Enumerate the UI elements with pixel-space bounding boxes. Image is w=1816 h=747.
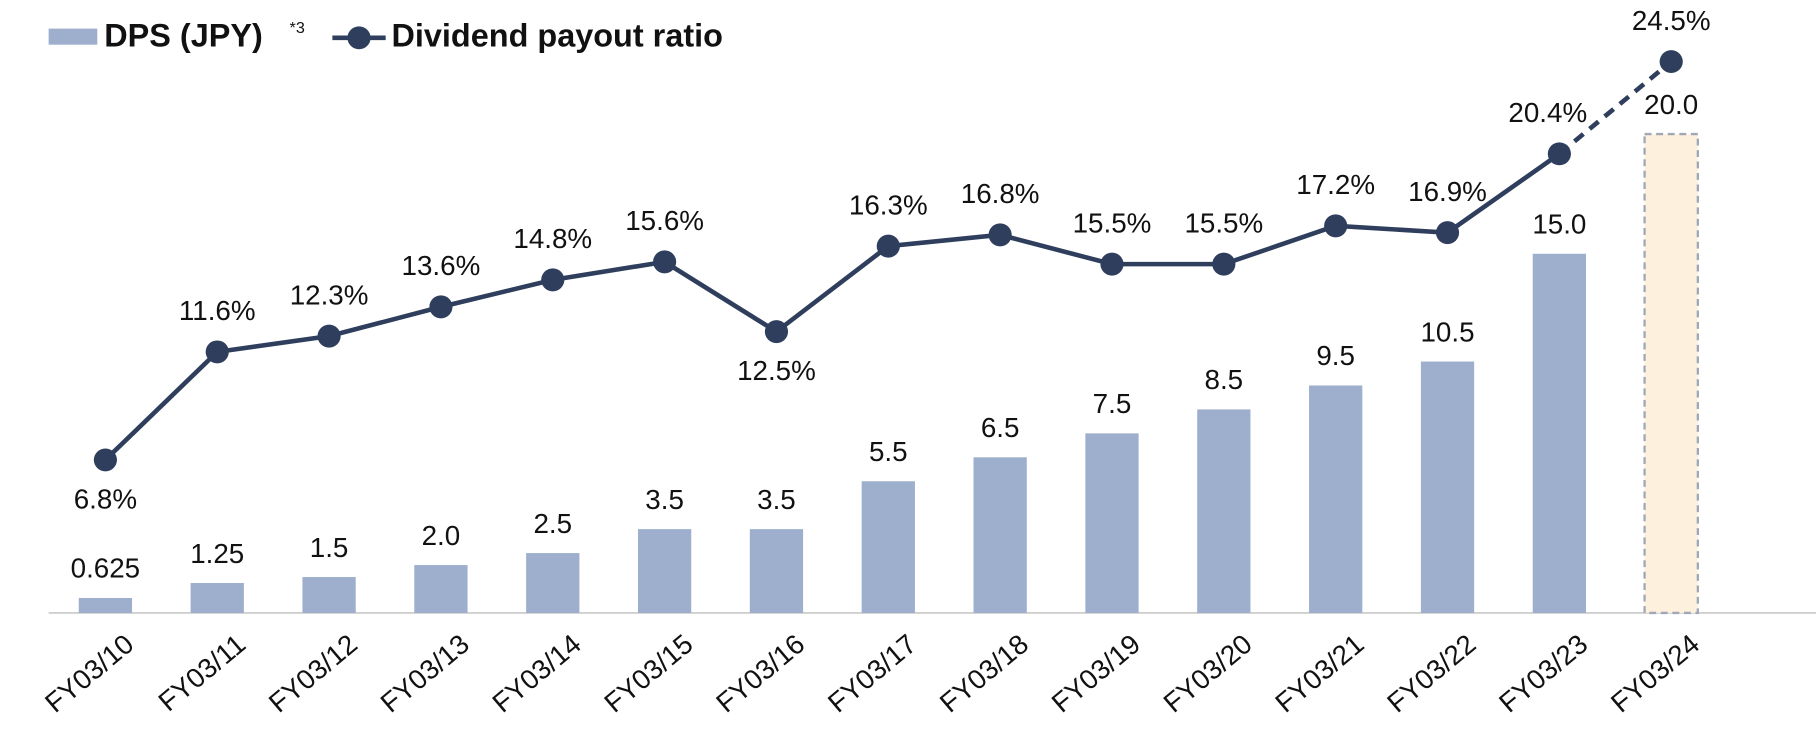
bar bbox=[1532, 253, 1587, 613]
line-value-label: 16.9% bbox=[1408, 176, 1487, 207]
line-marker bbox=[988, 223, 1012, 247]
bar bbox=[1309, 385, 1363, 613]
line bbox=[103, 151, 1561, 462]
bar bbox=[973, 457, 1027, 613]
x-tick-label: FY03/23 bbox=[1493, 628, 1593, 718]
bar-value-label: 5.5 bbox=[869, 436, 908, 467]
bar bbox=[526, 553, 580, 613]
line-marker bbox=[93, 448, 117, 472]
bar bbox=[861, 481, 915, 613]
x-tick-label: FY03/18 bbox=[934, 628, 1034, 718]
x-tick-label: FY03/12 bbox=[263, 628, 363, 718]
bar-value-label: 2.0 bbox=[422, 520, 461, 551]
x-tick-label: FY03/24 bbox=[1605, 628, 1705, 718]
bar bbox=[1197, 409, 1251, 613]
line-marker bbox=[1435, 221, 1460, 245]
bar-value-label: 3.5 bbox=[757, 484, 796, 515]
x-tick-label: FY03/20 bbox=[1157, 628, 1257, 718]
bar bbox=[78, 597, 133, 613]
bar-value-label: 7.5 bbox=[1093, 388, 1132, 419]
legend-swatch-bar bbox=[48, 28, 98, 45]
line-marker bbox=[876, 234, 900, 258]
bar-value-label: 10.5 bbox=[1420, 316, 1474, 347]
x-tick-label: FY03/15 bbox=[598, 628, 698, 718]
line-marker bbox=[764, 320, 789, 344]
bar-value-label: 0.625 bbox=[71, 553, 141, 584]
line-value-label: 12.3% bbox=[290, 280, 369, 311]
line-value-label: 15.5% bbox=[1073, 208, 1152, 239]
line-value-label: 16.8% bbox=[961, 178, 1040, 209]
bar-value-label: 20.0 bbox=[1644, 89, 1698, 120]
bar-value-label: 1.25 bbox=[190, 538, 244, 569]
line-marker bbox=[429, 295, 453, 319]
bar bbox=[1085, 433, 1139, 613]
bar bbox=[749, 529, 804, 613]
x-tick-label: FY03/17 bbox=[822, 628, 922, 718]
line-marker bbox=[205, 340, 229, 364]
x-tick-label: FY03/13 bbox=[375, 628, 475, 718]
x-tick-label: FY03/21 bbox=[1269, 628, 1369, 718]
line-marker bbox=[1659, 50, 1683, 74]
line-marker bbox=[1547, 142, 1571, 166]
bar-value-label: 15.0 bbox=[1532, 209, 1586, 240]
forecast-bar bbox=[1643, 132, 1700, 615]
bar bbox=[414, 565, 468, 613]
x-tick-label: FY03/22 bbox=[1381, 628, 1481, 718]
line-value-label: 15.6% bbox=[625, 205, 704, 236]
bar-value-label: 3.5 bbox=[645, 484, 684, 515]
line-value-label: 15.5% bbox=[1184, 208, 1263, 239]
line-marker bbox=[317, 324, 341, 348]
line-marker bbox=[1324, 214, 1348, 238]
x-tick-label: FY03/10 bbox=[39, 628, 139, 718]
legend-label: Dividend payout ratio bbox=[391, 17, 722, 53]
legend-label: DPS (JPY) bbox=[104, 17, 263, 53]
line-value-label: 6.8% bbox=[74, 484, 137, 515]
line-marker bbox=[1212, 252, 1236, 276]
line-marker bbox=[541, 268, 565, 292]
bar-value-label: 6.5 bbox=[981, 412, 1020, 443]
line-marker bbox=[1100, 252, 1124, 276]
line-value-label: 11.6% bbox=[179, 295, 256, 326]
x-tick-label: FY03/19 bbox=[1046, 628, 1146, 718]
bar-value-label: 1.5 bbox=[310, 532, 349, 563]
bar-value-label: 8.5 bbox=[1205, 364, 1244, 395]
forecast-line bbox=[1557, 59, 1673, 156]
bar-value-label: 9.5 bbox=[1316, 340, 1355, 371]
bar bbox=[637, 529, 692, 613]
line-value-label: 14.8% bbox=[513, 223, 592, 254]
legend-swatch-marker bbox=[347, 26, 371, 50]
legend-note: *3 bbox=[290, 19, 305, 37]
line-value-label: 16.3% bbox=[849, 190, 928, 221]
line-value-label: 20.4% bbox=[1508, 97, 1587, 128]
bar bbox=[190, 583, 244, 613]
bar-value-label: 2.5 bbox=[533, 508, 572, 539]
x-tick-label: FY03/14 bbox=[486, 628, 586, 718]
bar bbox=[302, 577, 356, 613]
x-tick-label: FY03/11 bbox=[152, 628, 251, 717]
x-tick-label: FY03/16 bbox=[710, 628, 810, 718]
bar bbox=[1420, 361, 1475, 613]
line-marker bbox=[653, 250, 677, 274]
line-value-label: 24.5% bbox=[1632, 5, 1711, 36]
line-value-label: 13.6% bbox=[402, 250, 481, 281]
line-value-label: 12.5% bbox=[737, 355, 816, 386]
line-value-label: 17.2% bbox=[1296, 169, 1375, 200]
